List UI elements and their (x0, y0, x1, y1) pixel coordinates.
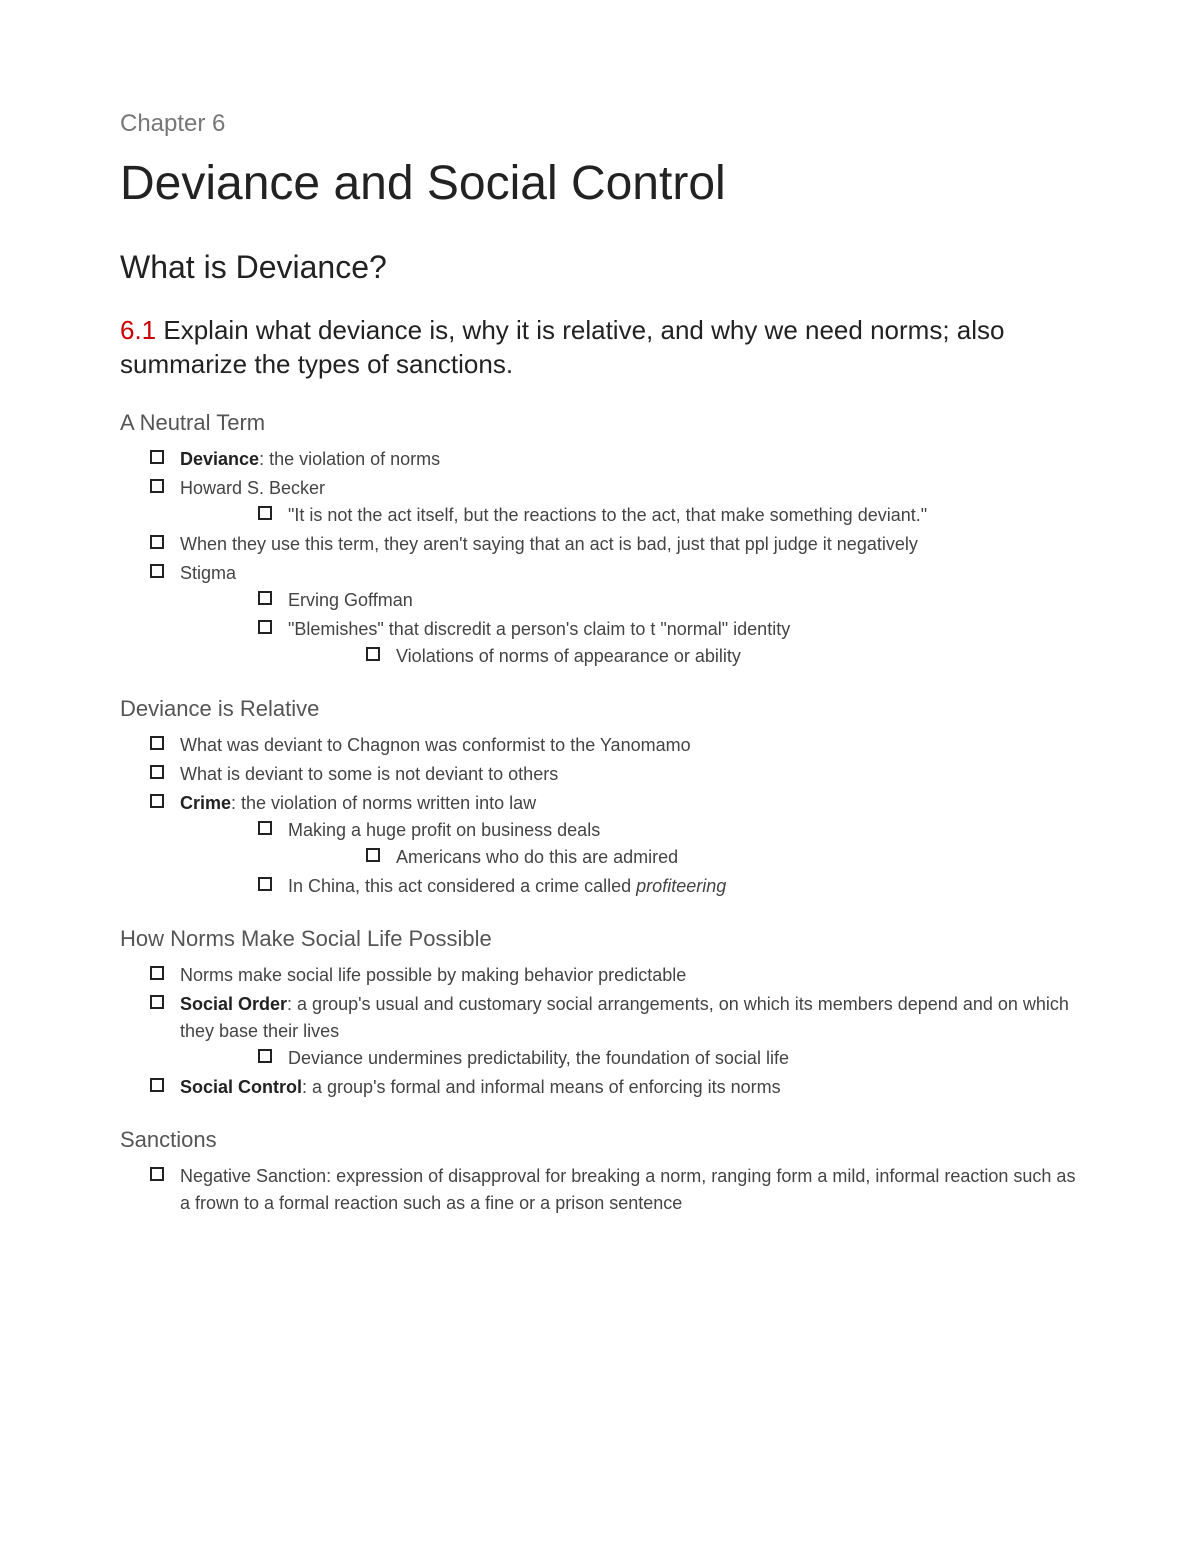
checkbox-icon (258, 877, 272, 891)
list-item: In China, this act considered a crime ca… (258, 873, 1080, 900)
topic-heading: Sanctions (120, 1127, 1080, 1153)
checkbox-icon (150, 1078, 164, 1092)
topic-heading: How Norms Make Social Life Possible (120, 926, 1080, 952)
item-text: Social Control: a group's formal and inf… (180, 1077, 781, 1097)
page-title: Deviance and Social Control (120, 156, 1080, 211)
list-item: "It is not the act itself, but the react… (258, 502, 1080, 529)
section-number: 6.1 (120, 315, 156, 345)
item-text: Making a huge profit on business deals (288, 820, 600, 840)
list-item: Social Order: a group's usual and custom… (150, 991, 1080, 1072)
item-text: Howard S. Becker (180, 478, 325, 498)
list-item: Erving Goffman (258, 587, 1080, 614)
list-item: Social Control: a group's formal and inf… (150, 1074, 1080, 1101)
item-text: Stigma (180, 563, 236, 583)
checkbox-icon (150, 1167, 164, 1181)
checkbox-icon (150, 564, 164, 578)
checkbox-icon (258, 1049, 272, 1063)
checkbox-icon (258, 591, 272, 605)
checkbox-icon (150, 736, 164, 750)
item-text: When they use this term, they aren't say… (180, 534, 918, 554)
checkbox-icon (150, 995, 164, 1009)
list-item: What is deviant to some is not deviant t… (150, 761, 1080, 788)
checkbox-icon (366, 848, 380, 862)
outline-root: A Neutral Term Deviance: the violation of… (120, 410, 1080, 1217)
item-text: Deviance: the violation of norms (180, 449, 440, 469)
topic-heading: Deviance is Relative (120, 696, 1080, 722)
item-text: Negative Sanction: expression of disappr… (180, 1166, 1075, 1213)
checkbox-icon (150, 794, 164, 808)
checkbox-icon (258, 620, 272, 634)
list-item: Stigma Erving Goffman "Blemishes" that dis… (150, 560, 1080, 670)
subsection-text: Explain what deviance is, why it is rela… (120, 315, 1004, 379)
list-item: Americans who do this are admired (366, 844, 1080, 871)
item-text: Social Order: a group's usual and custom… (180, 994, 1069, 1041)
item-text: Violations of norms of appearance or abi… (396, 646, 741, 666)
item-text: What is deviant to some is not deviant t… (180, 764, 558, 784)
item-text: "Blemishes" that discredit a person's cl… (288, 619, 790, 639)
list-item: Making a huge profit on business deals Am… (258, 817, 1080, 871)
checkbox-icon (366, 647, 380, 661)
checkbox-icon (258, 506, 272, 520)
item-text: Erving Goffman (288, 590, 413, 610)
chapter-label: Chapter 6 (120, 110, 1080, 138)
item-text: Deviance undermines predictability, the … (288, 1048, 789, 1068)
list-item: Violations of norms of appearance or abi… (366, 643, 1080, 670)
subsection-heading: 6.1 Explain what deviance is, why it is … (120, 314, 1080, 382)
list-item: Norms make social life possible by makin… (150, 962, 1080, 989)
checkbox-icon (258, 821, 272, 835)
item-text: Crime: the violation of norms written in… (180, 793, 536, 813)
list-item: Howard S. Becker "It is not the act itsel… (150, 475, 1080, 529)
list-item: Negative Sanction: expression of disappr… (150, 1163, 1080, 1217)
item-text: What was deviant to Chagnon was conformi… (180, 735, 691, 755)
item-text: "It is not the act itself, but the react… (288, 505, 927, 525)
list-item: Deviance undermines predictability, the … (258, 1045, 1080, 1072)
item-text: Americans who do this are admired (396, 847, 678, 867)
section-heading: What is Deviance? (120, 249, 1080, 286)
checkbox-icon (150, 535, 164, 549)
topic-heading: A Neutral Term (120, 410, 1080, 436)
list-item: Deviance: the violation of norms (150, 446, 1080, 473)
item-text: Norms make social life possible by makin… (180, 965, 686, 985)
list-item: What was deviant to Chagnon was conformi… (150, 732, 1080, 759)
checkbox-icon (150, 450, 164, 464)
list-item: Crime: the violation of norms written in… (150, 790, 1080, 900)
list-item: "Blemishes" that discredit a person's cl… (258, 616, 1080, 670)
checkbox-icon (150, 765, 164, 779)
list-item: When they use this term, they aren't say… (150, 531, 1080, 558)
item-text: In China, this act considered a crime ca… (288, 876, 726, 896)
checkbox-icon (150, 966, 164, 980)
checkbox-icon (150, 479, 164, 493)
